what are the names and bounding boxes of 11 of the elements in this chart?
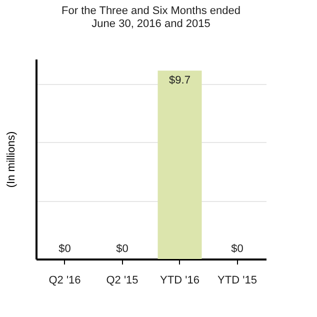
x-tick-label: Q2 '16 [48,274,81,286]
data-label: $0 [231,243,244,255]
x-tick-label: YTD '16 [160,274,200,286]
x-tick-label: YTD '15 [218,274,257,286]
text: June 30, 2016 and 2015 [92,18,210,30]
data-label: $9.7 [169,74,190,87]
data-label: $0 [116,243,128,255]
x-tick-label: Q2 '15 [106,274,138,286]
data-label: $0 [58,243,71,255]
text: For the Three and Six Months ended [62,5,240,17]
y-axis-title: (In millions) [6,131,18,188]
